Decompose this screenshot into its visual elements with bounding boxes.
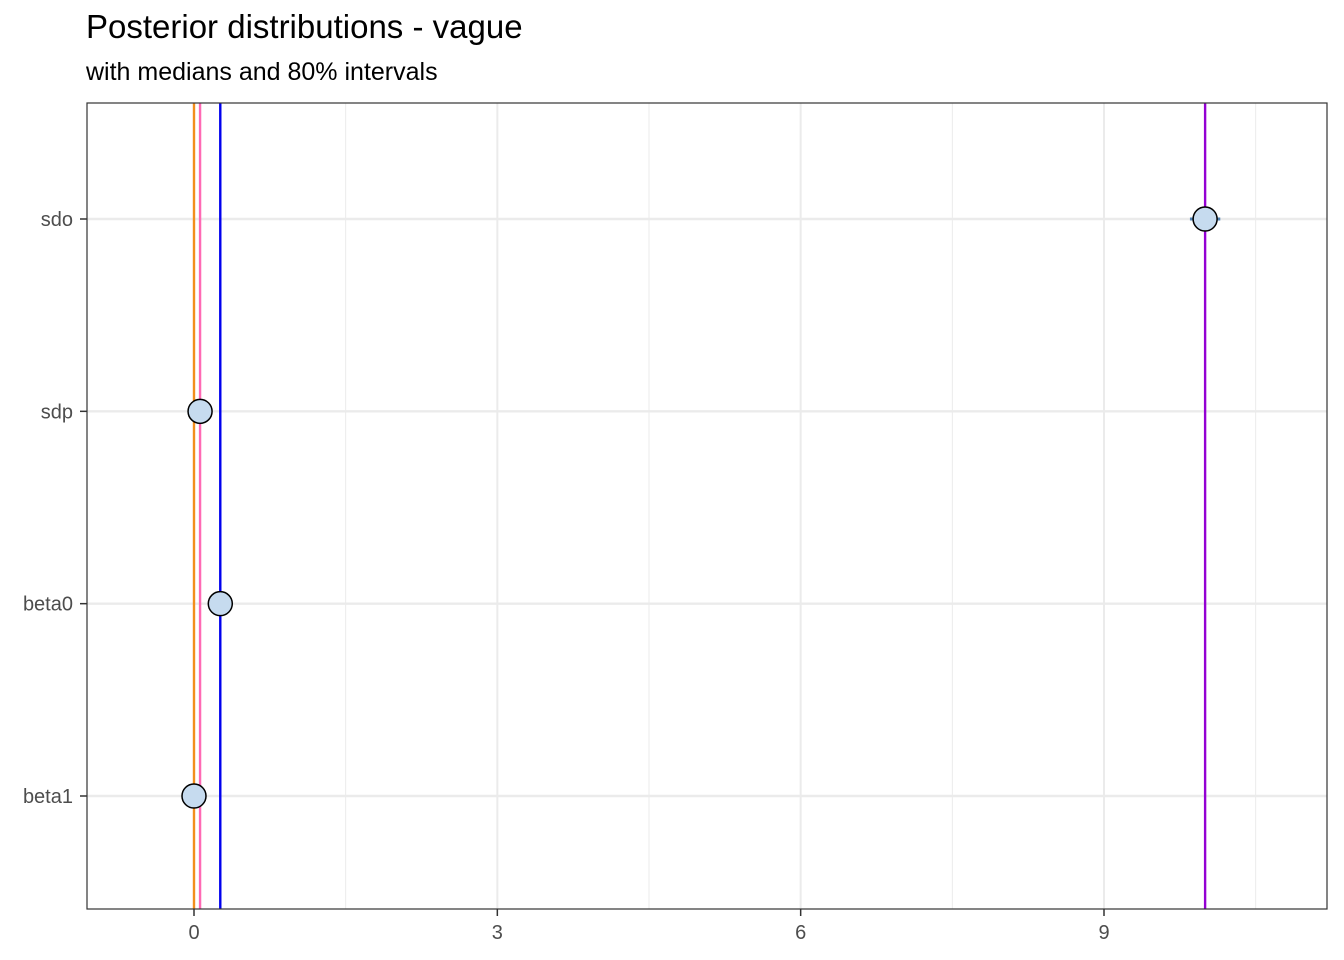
y-tick-label: beta0 bbox=[23, 594, 73, 616]
panel-border bbox=[86, 102, 1328, 910]
grid-major bbox=[87, 103, 1327, 909]
y-axis: sdo sdp beta0 beta1 bbox=[23, 209, 87, 808]
point-sdo bbox=[1192, 206, 1218, 232]
chart-title: Posterior distributions - vague bbox=[86, 8, 523, 45]
point-sdp bbox=[187, 398, 213, 425]
y-tick-label: sdo bbox=[41, 209, 73, 231]
grid-minor bbox=[345, 103, 1257, 909]
point-beta0 bbox=[207, 590, 234, 617]
y-tick-label: beta1 bbox=[23, 786, 73, 808]
chart-subtitle: with medians and 80% intervals bbox=[86, 58, 438, 86]
y-tick-label: sdp bbox=[41, 401, 73, 423]
interval-layer bbox=[192, 217, 1221, 798]
x-tick-label: 3 bbox=[492, 922, 503, 944]
x-axis: 0 3 6 9 bbox=[188, 909, 1110, 944]
point-layer bbox=[181, 206, 1218, 809]
x-tick-label: 9 bbox=[1098, 922, 1109, 944]
point-beta1 bbox=[181, 783, 207, 809]
x-tick-label: 0 bbox=[188, 922, 199, 944]
reference-lines bbox=[192, 103, 1207, 909]
x-tick-label: 6 bbox=[795, 922, 806, 944]
